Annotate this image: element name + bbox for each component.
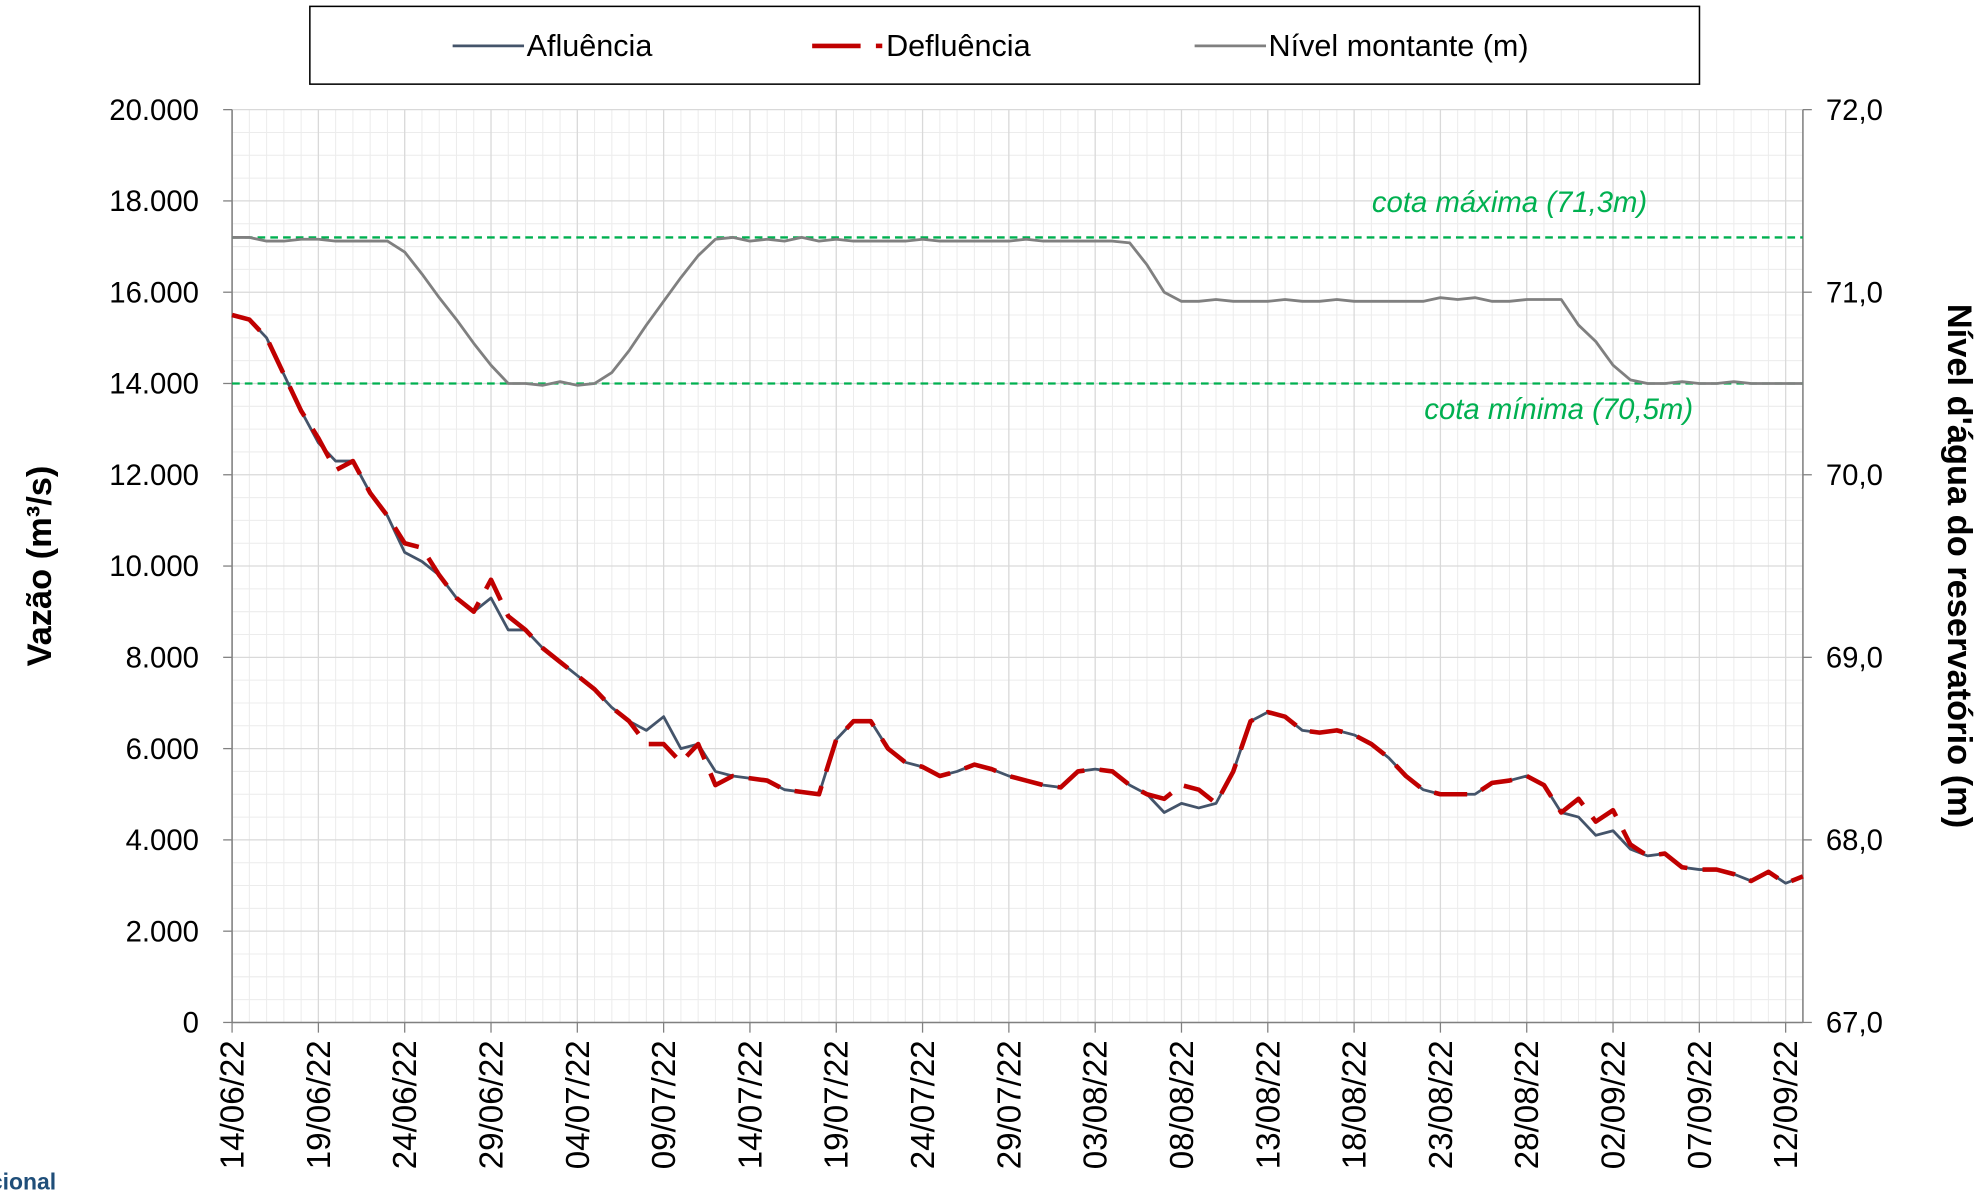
x-tick-label: 29/06/22	[473, 1040, 510, 1169]
x-tick-label: 13/08/22	[1250, 1040, 1287, 1169]
x-tick-label: 19/06/22	[301, 1040, 338, 1169]
y2-axis-label: Nível d'água do reservatório (m)	[1940, 304, 1978, 828]
legend-label: Afluência	[527, 29, 653, 63]
y2-tick-label: 68,0	[1826, 824, 1883, 857]
series-line	[231, 312, 1804, 886]
x-tick-label: 14/07/22	[732, 1040, 769, 1169]
x-tick-label: 02/09/22	[1596, 1040, 1633, 1169]
reference-label: cota máxima (71,3m)	[1372, 186, 1647, 219]
logo-text: cional	[0, 1168, 56, 1194]
y-tick-label: 14.000	[109, 368, 199, 401]
reference-label: cota mínima (70,5m)	[1424, 393, 1693, 426]
y-axis-label: Vazão (m³/s)	[21, 466, 59, 667]
x-tick-label: 28/08/22	[1509, 1040, 1546, 1169]
x-tick-label: 24/07/22	[905, 1040, 942, 1169]
x-tick-label: 19/07/22	[819, 1040, 856, 1169]
x-tick-label: 29/07/22	[991, 1040, 1028, 1169]
legend-label: Defluência	[886, 29, 1031, 63]
x-tick-label: 23/08/22	[1423, 1040, 1460, 1169]
y-tick-label: 18.000	[109, 185, 199, 218]
y-tick-label: 10.000	[109, 550, 199, 583]
y-tick-label: 0	[183, 1007, 199, 1040]
x-tick-label: 08/08/22	[1164, 1040, 1201, 1169]
x-tick-label: 04/07/22	[560, 1040, 597, 1169]
legend-box	[309, 5, 1701, 85]
y-tick-label: 16.000	[109, 276, 199, 309]
y-tick-label: 12.000	[109, 459, 199, 492]
x-tick-label: 18/08/22	[1337, 1040, 1374, 1169]
x-tick-label: 09/07/22	[646, 1040, 683, 1169]
series-line	[232, 236, 1803, 387]
x-tick-label: 14/06/22	[215, 1040, 252, 1169]
y2-tick-label: 71,0	[1826, 276, 1883, 309]
y2-tick-label: 72,0	[1826, 94, 1883, 127]
y-tick-label: 20.000	[109, 94, 199, 127]
x-tick-label: 12/09/22	[1768, 1040, 1805, 1169]
x-tick-label: 03/08/22	[1078, 1040, 1115, 1169]
y-tick-label: 8.000	[126, 642, 199, 675]
y2-tick-label: 70,0	[1826, 459, 1883, 492]
y-tick-label: 2.000	[126, 915, 199, 948]
y-tick-label: 4.000	[126, 824, 199, 857]
y2-tick-label: 67,0	[1826, 1007, 1883, 1040]
y-tick-label: 6.000	[126, 733, 199, 766]
y2-tick-label: 69,0	[1826, 642, 1883, 675]
x-tick-label: 24/06/22	[387, 1040, 424, 1169]
legend-label: Nível montante (m)	[1269, 29, 1529, 63]
x-tick-label: 07/09/22	[1682, 1040, 1719, 1169]
